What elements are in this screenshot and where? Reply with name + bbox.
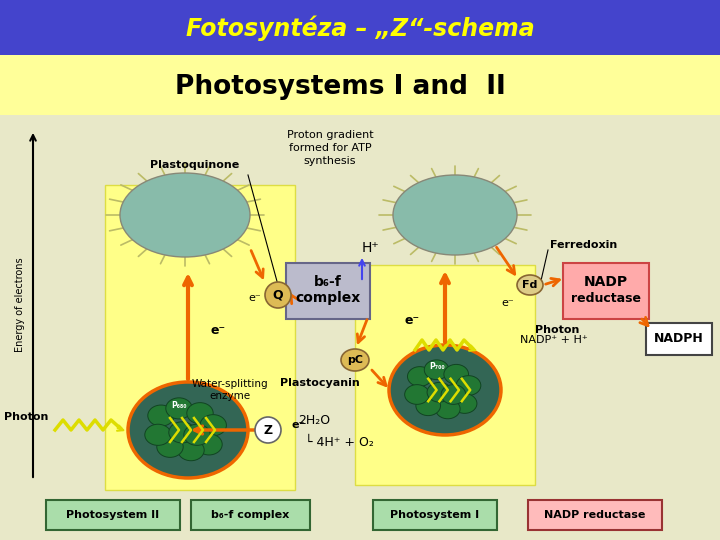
Ellipse shape <box>405 384 429 404</box>
Text: e⁻: e⁻ <box>248 293 261 303</box>
FancyBboxPatch shape <box>286 263 370 319</box>
FancyBboxPatch shape <box>373 500 497 530</box>
Ellipse shape <box>145 424 171 445</box>
Text: b₆-f complex: b₆-f complex <box>212 510 289 520</box>
Ellipse shape <box>196 434 222 455</box>
Ellipse shape <box>341 349 369 371</box>
Ellipse shape <box>166 398 192 419</box>
FancyBboxPatch shape <box>46 500 180 530</box>
Text: Photosystems I and  II: Photosystems I and II <box>175 74 505 100</box>
Circle shape <box>255 417 281 443</box>
Ellipse shape <box>168 422 195 443</box>
Bar <box>105 185 295 490</box>
Bar <box>355 265 535 485</box>
Text: e⁻: e⁻ <box>502 298 514 308</box>
Text: Water-splitting
enzyme: Water-splitting enzyme <box>192 379 269 401</box>
Text: P₆₈₀: P₆₈₀ <box>171 401 186 409</box>
Ellipse shape <box>393 175 517 255</box>
Ellipse shape <box>178 440 204 461</box>
Bar <box>0 55 720 115</box>
Text: P₇₀₀: P₇₀₀ <box>429 362 444 371</box>
Text: Photosystem II: Photosystem II <box>66 510 160 520</box>
Text: Proton gradient
formed for ATP
synthesis: Proton gradient formed for ATP synthesis <box>287 130 373 166</box>
Text: NADP⁺ + H⁺: NADP⁺ + H⁺ <box>520 335 588 345</box>
Circle shape <box>265 282 291 308</box>
Text: Plastoquinone: Plastoquinone <box>150 160 240 170</box>
Ellipse shape <box>424 360 449 380</box>
Text: e⁻: e⁻ <box>210 323 225 336</box>
Text: Fd: Fd <box>522 280 538 290</box>
Text: Q: Q <box>273 288 283 301</box>
Text: reductase: reductase <box>571 292 641 305</box>
Text: NADP reductase: NADP reductase <box>544 510 646 520</box>
Ellipse shape <box>427 382 451 402</box>
Text: e⁻: e⁻ <box>292 420 305 430</box>
Text: complex: complex <box>295 291 361 305</box>
Ellipse shape <box>157 436 183 457</box>
Ellipse shape <box>128 382 248 478</box>
Ellipse shape <box>517 275 543 295</box>
Ellipse shape <box>200 415 226 436</box>
Text: pC: pC <box>347 355 363 365</box>
Ellipse shape <box>408 367 432 386</box>
Ellipse shape <box>416 396 441 416</box>
Text: Fotosyntéza – „Z“-schema: Fotosyntéza – „Z“-schema <box>186 15 534 40</box>
FancyBboxPatch shape <box>528 500 662 530</box>
Ellipse shape <box>148 405 174 426</box>
Text: Photon: Photon <box>535 325 580 335</box>
Text: Photosystem I: Photosystem I <box>390 510 480 520</box>
Text: └ 4H⁺ + O₂: └ 4H⁺ + O₂ <box>305 435 374 449</box>
FancyBboxPatch shape <box>563 263 649 319</box>
Text: Photon: Photon <box>4 412 48 422</box>
Text: Ferredoxin: Ferredoxin <box>550 240 617 250</box>
Text: b₆-f: b₆-f <box>314 275 342 289</box>
Ellipse shape <box>441 384 466 404</box>
Text: Z: Z <box>264 423 273 436</box>
Ellipse shape <box>444 364 469 384</box>
Ellipse shape <box>186 403 213 424</box>
Text: Plastocyanin: Plastocyanin <box>280 378 360 388</box>
Text: NADP: NADP <box>584 275 628 289</box>
Text: Energy of electrons: Energy of electrons <box>15 258 25 352</box>
Ellipse shape <box>120 173 250 257</box>
Text: NADPH: NADPH <box>654 333 704 346</box>
FancyBboxPatch shape <box>646 323 712 355</box>
FancyBboxPatch shape <box>191 500 310 530</box>
Ellipse shape <box>184 424 210 445</box>
Bar <box>0 0 720 55</box>
Text: H⁺: H⁺ <box>361 241 379 255</box>
Text: e⁻: e⁻ <box>405 314 420 327</box>
Ellipse shape <box>389 345 501 435</box>
Ellipse shape <box>456 376 481 395</box>
Ellipse shape <box>452 394 477 413</box>
Ellipse shape <box>436 399 460 418</box>
Text: 2H₂O: 2H₂O <box>298 414 330 427</box>
Bar <box>0 55 720 540</box>
